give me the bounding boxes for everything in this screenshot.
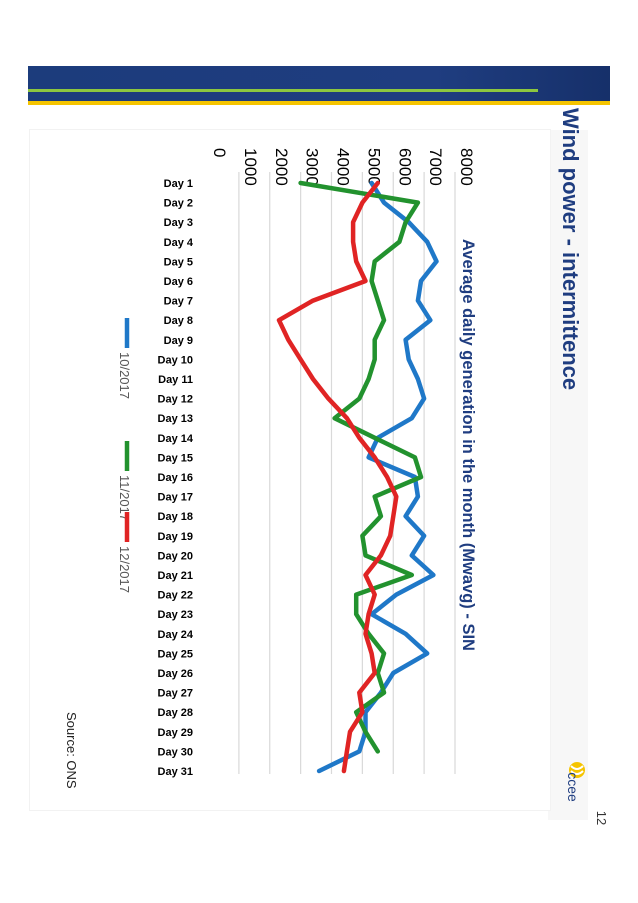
x-tick-label: Day 18 — [158, 511, 193, 523]
header-green-line — [28, 89, 538, 92]
series-line-10/2017 — [316, 180, 439, 774]
x-tick-label: Day 6 — [164, 276, 193, 288]
series-line-11/2017 — [298, 180, 424, 754]
x-tick-label: Day 10 — [158, 354, 193, 366]
legend-label: 12/2017 — [117, 546, 132, 593]
x-tick-label: Day 24 — [158, 629, 194, 641]
x-tick-label: Day 2 — [164, 198, 193, 210]
y-tick-label: 6000 — [395, 148, 414, 186]
header-band — [28, 66, 610, 102]
x-tick-label: Day 17 — [158, 492, 193, 504]
x-tick-label: Day 19 — [158, 531, 193, 543]
x-tick-label: Day 22 — [158, 590, 193, 602]
series-line-12/2017 — [276, 180, 399, 774]
legend-label: 11/2017 — [117, 475, 132, 521]
x-tick-label: Day 14 — [158, 433, 194, 445]
x-tick-label: Day 26 — [158, 668, 193, 680]
legend-label: 10/2017 — [117, 352, 132, 399]
x-tick-label: Day 3 — [164, 217, 193, 229]
x-tick-label: Day 23 — [158, 609, 193, 621]
x-tick-label: Day 7 — [164, 296, 193, 308]
y-tick-label: 5000 — [364, 148, 383, 186]
header-yellow-line — [28, 101, 610, 105]
y-tick-label: 0 — [210, 148, 229, 157]
x-tick-label: Day 8 — [164, 315, 193, 327]
x-tick-label: Day 13 — [158, 413, 193, 425]
x-tick-label: Day 5 — [164, 256, 193, 268]
x-tick-label: Day 31 — [158, 766, 193, 778]
x-tick-label: Day 12 — [158, 394, 193, 406]
x-tick-label: Day 27 — [158, 688, 193, 700]
y-tick-label: 3000 — [303, 148, 322, 186]
y-tick-label: 1000 — [241, 148, 260, 186]
x-tick-label: Day 15 — [158, 452, 193, 464]
x-tick-label: Day 21 — [158, 570, 193, 582]
x-tick-label: Day 9 — [164, 335, 193, 347]
y-tick-label: 2000 — [272, 148, 291, 186]
x-tick-label: Day 11 — [158, 374, 193, 386]
ccee-logo-icon — [569, 762, 585, 778]
x-tick-label: Day 20 — [158, 550, 193, 562]
x-tick-label: Day 4 — [164, 237, 194, 249]
y-tick-label: 7000 — [426, 148, 445, 186]
slide-edge — [548, 130, 588, 820]
y-tick-label: 8000 — [457, 148, 476, 186]
y-tick-label: 4000 — [334, 148, 353, 186]
x-tick-label: Day 16 — [158, 472, 193, 484]
x-tick-label: Day 30 — [158, 746, 193, 758]
x-tick-label: Day 25 — [158, 648, 193, 660]
x-tick-label: Day 28 — [158, 707, 193, 719]
x-tick-label: Day 29 — [158, 727, 193, 739]
x-tick-label: Day 1 — [164, 178, 193, 190]
slide-body — [30, 130, 550, 810]
